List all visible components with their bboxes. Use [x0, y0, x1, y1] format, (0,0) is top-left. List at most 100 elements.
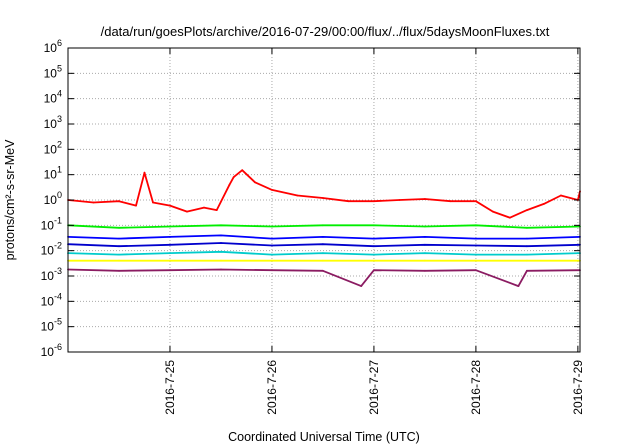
data-point [241, 169, 244, 172]
data-point [517, 285, 520, 287]
data-point [373, 269, 375, 272]
y-tick-label: 104 [44, 89, 62, 106]
data-point [526, 209, 528, 212]
data-point [360, 285, 363, 287]
data-point [92, 201, 95, 204]
data-point [118, 245, 120, 248]
series-line-4 [67, 242, 581, 248]
data-point [543, 203, 545, 205]
data-point [424, 243, 426, 246]
series-line-5 [67, 250, 581, 256]
y-tick-label: 101 [44, 165, 62, 182]
data-point [220, 242, 222, 244]
x-axis-label: Coordinated Universal Time (UTC) [228, 430, 420, 444]
x-tick-label: 2016-7-29 [571, 360, 585, 415]
data-point [398, 199, 401, 201]
data-point [118, 237, 120, 240]
data-point [220, 224, 222, 227]
data-point [526, 259, 528, 262]
data-point [373, 237, 375, 240]
data-point [118, 226, 120, 229]
data-point [322, 252, 324, 255]
data-point [232, 176, 235, 179]
data-point [271, 244, 273, 247]
series-line-3 [67, 234, 581, 240]
x-ticks: 2016-7-25 2016-7-26 2016-7-27 2016-7-28 2016… [163, 48, 585, 415]
data-point [271, 253, 273, 256]
data-point [475, 244, 477, 247]
data-point [475, 237, 477, 240]
data-point [424, 236, 426, 238]
data-point [449, 200, 452, 203]
data-point [424, 269, 426, 272]
data-point [424, 259, 426, 262]
data-point [322, 224, 324, 227]
data-point [475, 259, 477, 262]
data-point [296, 194, 299, 197]
x-tick-label: 2016-7-28 [469, 360, 483, 415]
data-point [526, 237, 528, 240]
x-tick-label: 2016-7-25 [163, 360, 177, 415]
data-point [322, 259, 324, 262]
data-point [373, 200, 375, 203]
grid [68, 48, 580, 352]
y-tick-label: 100 [44, 190, 62, 207]
data-point [560, 194, 562, 197]
data-point [475, 200, 477, 203]
y-tick-label: 102 [44, 139, 62, 156]
data-point [322, 269, 324, 272]
data-point [322, 236, 324, 238]
data-point [254, 181, 256, 184]
data-point [118, 259, 120, 262]
x-tick-label: 2016-7-27 [367, 360, 381, 415]
data-point [424, 198, 426, 200]
data-point [373, 259, 375, 262]
data-point [373, 245, 375, 248]
data-point [220, 259, 222, 262]
data-point [135, 204, 137, 207]
data-point [271, 269, 273, 272]
data-point [526, 226, 528, 229]
data-point [118, 200, 120, 203]
y-tick-label: 105 [44, 63, 62, 80]
data-point [424, 252, 426, 255]
data-point [169, 225, 171, 228]
chart-title: /data/run/goesPlots/archive/2016-07-29/0… [101, 24, 550, 39]
data-point [424, 225, 426, 228]
y-ticks: 10-6 10-5 10-4 10-3 10-2 10-1 100 101 102 103 104 1… [41, 38, 580, 359]
data-point [143, 171, 146, 174]
data-point [475, 224, 477, 227]
x-tick-label: 2016-7-26 [265, 360, 279, 415]
data-point [152, 201, 154, 204]
data-point [169, 243, 171, 246]
data-point [526, 253, 528, 256]
data-point [526, 245, 528, 248]
data-point [203, 206, 205, 209]
data-point [271, 189, 273, 191]
data-point [118, 269, 120, 272]
data-point [271, 237, 273, 240]
data-point [492, 210, 494, 213]
data-point [475, 253, 477, 256]
data-point [373, 224, 375, 227]
data-point [347, 200, 350, 203]
data-point [169, 259, 171, 262]
data-point [169, 269, 171, 272]
y-axis-label: protons/cm²-s-sr-MeV [3, 139, 17, 261]
data-point [322, 197, 324, 199]
y-tick-label: 103 [44, 114, 62, 131]
data-point [169, 236, 171, 238]
data-point [169, 252, 171, 255]
data-point [220, 250, 222, 253]
y-tick-label: 10-3 [41, 266, 62, 283]
data-point [215, 209, 218, 212]
data-point [228, 183, 231, 186]
data-point [220, 268, 222, 271]
y-tick-label: 10-2 [41, 241, 62, 258]
y-tick-label: 10-4 [41, 291, 62, 308]
data-point [526, 269, 528, 272]
data-point [271, 259, 273, 262]
y-tick-label: 10-1 [41, 215, 62, 232]
y-tick-label: 10-6 [41, 342, 62, 359]
